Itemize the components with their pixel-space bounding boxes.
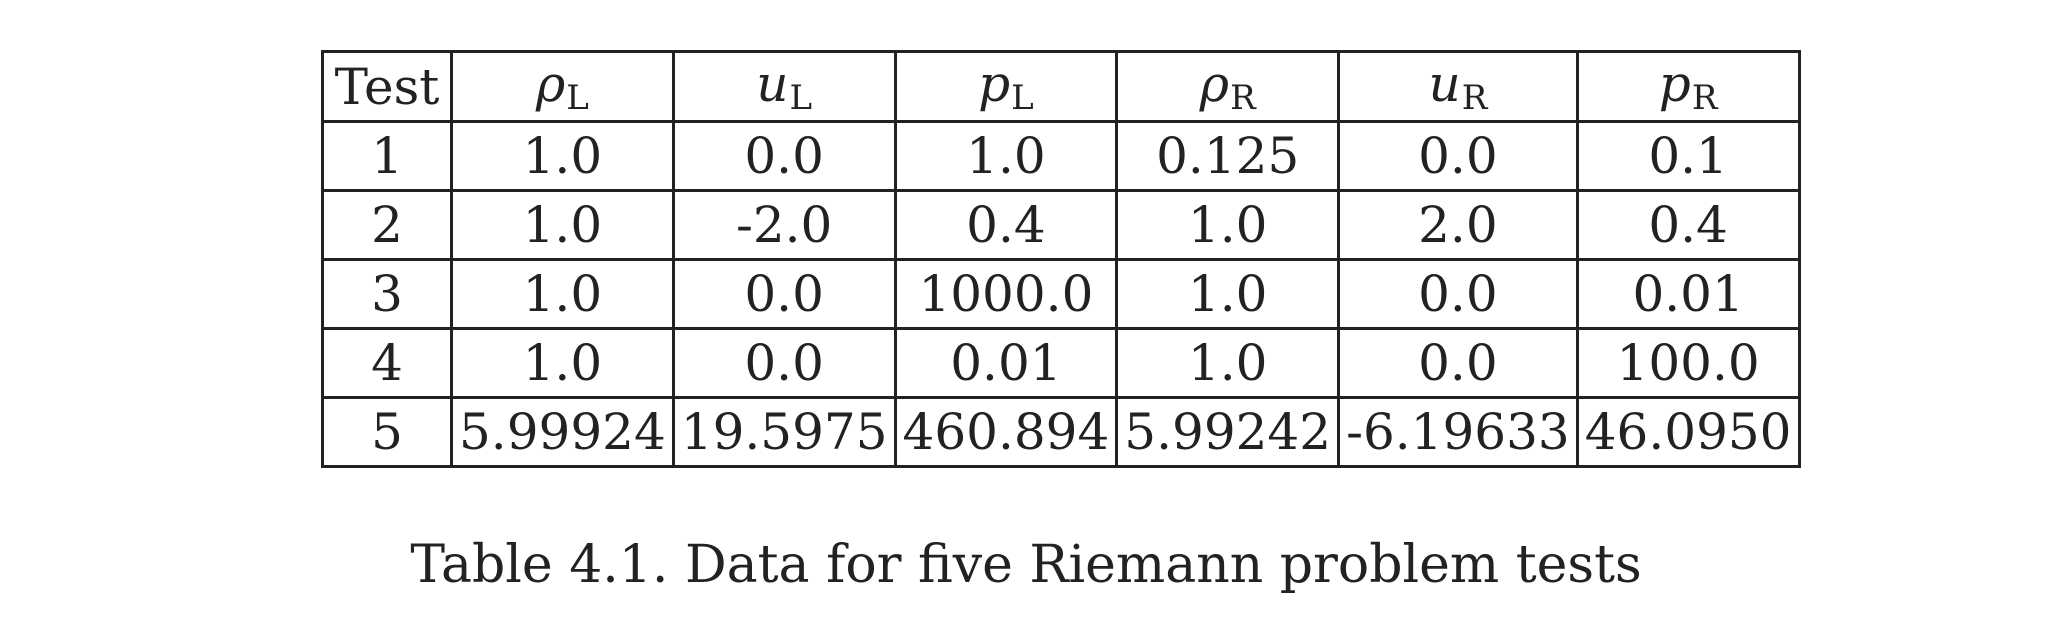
header-u-right-symbol: u: [1428, 55, 1461, 113]
table-cell: 0.125: [1115, 120, 1341, 192]
table-cell: 1: [321, 120, 453, 192]
table-cell: 5: [321, 396, 453, 468]
table-cell: 19.5975: [671, 396, 897, 468]
table-row: 3 1.0 0.0 1000.0 1.0 0.0 0.01: [321, 258, 1801, 330]
table-cell: 0.0: [1337, 258, 1579, 330]
header-rho-right-symbol: ρ: [1199, 55, 1230, 113]
header-rho-right: ρR: [1115, 50, 1341, 123]
table-row: 4 1.0 0.0 0.01 1.0 0.0 100.0: [321, 327, 1801, 399]
table-cell: 1.0: [450, 327, 675, 399]
table-cell: 0.0: [671, 258, 897, 330]
header-p-left-subscript: L: [1011, 78, 1034, 118]
header-test-label: Test: [334, 57, 440, 116]
table-cell: 1.0: [450, 258, 675, 330]
table-cell: 0.1: [1575, 120, 1801, 192]
table-row: 1 1.0 0.0 1.0 0.125 0.0 0.1: [321, 120, 1801, 192]
riemann-data-table-container: Test ρL uL pL ρR uR pR: [321, 50, 1801, 468]
header-u-right: uR: [1337, 50, 1579, 123]
table-cell: 0.01: [893, 327, 1119, 399]
table-cell: 46.0950: [1575, 396, 1801, 468]
table-cell: 0.01: [1575, 258, 1801, 330]
table-cell: 5.99242: [1115, 396, 1341, 468]
table-cell: 0.0: [671, 327, 897, 399]
header-rho-left: ρL: [450, 50, 675, 123]
header-p-left: pL: [893, 50, 1119, 123]
riemann-data-table: Test ρL uL pL ρR uR pR: [321, 50, 1801, 468]
header-row: Test ρL uL pL ρR uR pR: [321, 50, 1801, 123]
header-rho-left-symbol: ρ: [535, 55, 566, 113]
header-u-right-subscript: R: [1461, 78, 1488, 118]
table-cell: 2: [321, 189, 453, 261]
header-u-left-symbol: u: [756, 55, 789, 113]
table-cell: 5.99924: [450, 396, 675, 468]
table-cell: 1.0: [893, 120, 1119, 192]
table-cell: 1000.0: [893, 258, 1119, 330]
table-cell: 4: [321, 327, 453, 399]
table-cell: 0.4: [893, 189, 1119, 261]
table-cell: 1.0: [450, 120, 675, 192]
table-cell: 1.0: [1115, 258, 1341, 330]
table-caption: Table 4.1. Data for five Riemann problem…: [410, 535, 1642, 595]
table-cell: 2.0: [1337, 189, 1579, 261]
header-u-left-subscript: L: [789, 78, 813, 118]
header-p-right-symbol: p: [1658, 55, 1691, 113]
table-cell: 0.4: [1575, 189, 1801, 261]
table-cell: 1.0: [450, 189, 675, 261]
header-rho-right-subscript: R: [1230, 78, 1256, 118]
header-test: Test: [321, 50, 453, 123]
header-u-left: uL: [671, 50, 897, 123]
table-row: 5 5.99924 19.5975 460.894 5.99242 -6.196…: [321, 396, 1801, 468]
table-cell: 3: [321, 258, 453, 330]
header-rho-left-subscript: L: [566, 78, 589, 118]
table-cell: -6.19633: [1337, 396, 1579, 468]
table-cell: -2.0: [671, 189, 897, 261]
header-p-right-subscript: R: [1691, 78, 1718, 118]
table-cell: 460.894: [893, 396, 1119, 468]
table-cell: 1.0: [1115, 189, 1341, 261]
table-cell: 100.0: [1575, 327, 1801, 399]
table-cell: 0.0: [1337, 327, 1579, 399]
header-p-right: pR: [1575, 50, 1801, 123]
table-cell: 0.0: [1337, 120, 1579, 192]
table-cell: 1.0: [1115, 327, 1341, 399]
table-row: 2 1.0 -2.0 0.4 1.0 2.0 0.4: [321, 189, 1801, 261]
header-p-left-symbol: p: [978, 55, 1011, 113]
table-cell: 0.0: [671, 120, 897, 192]
